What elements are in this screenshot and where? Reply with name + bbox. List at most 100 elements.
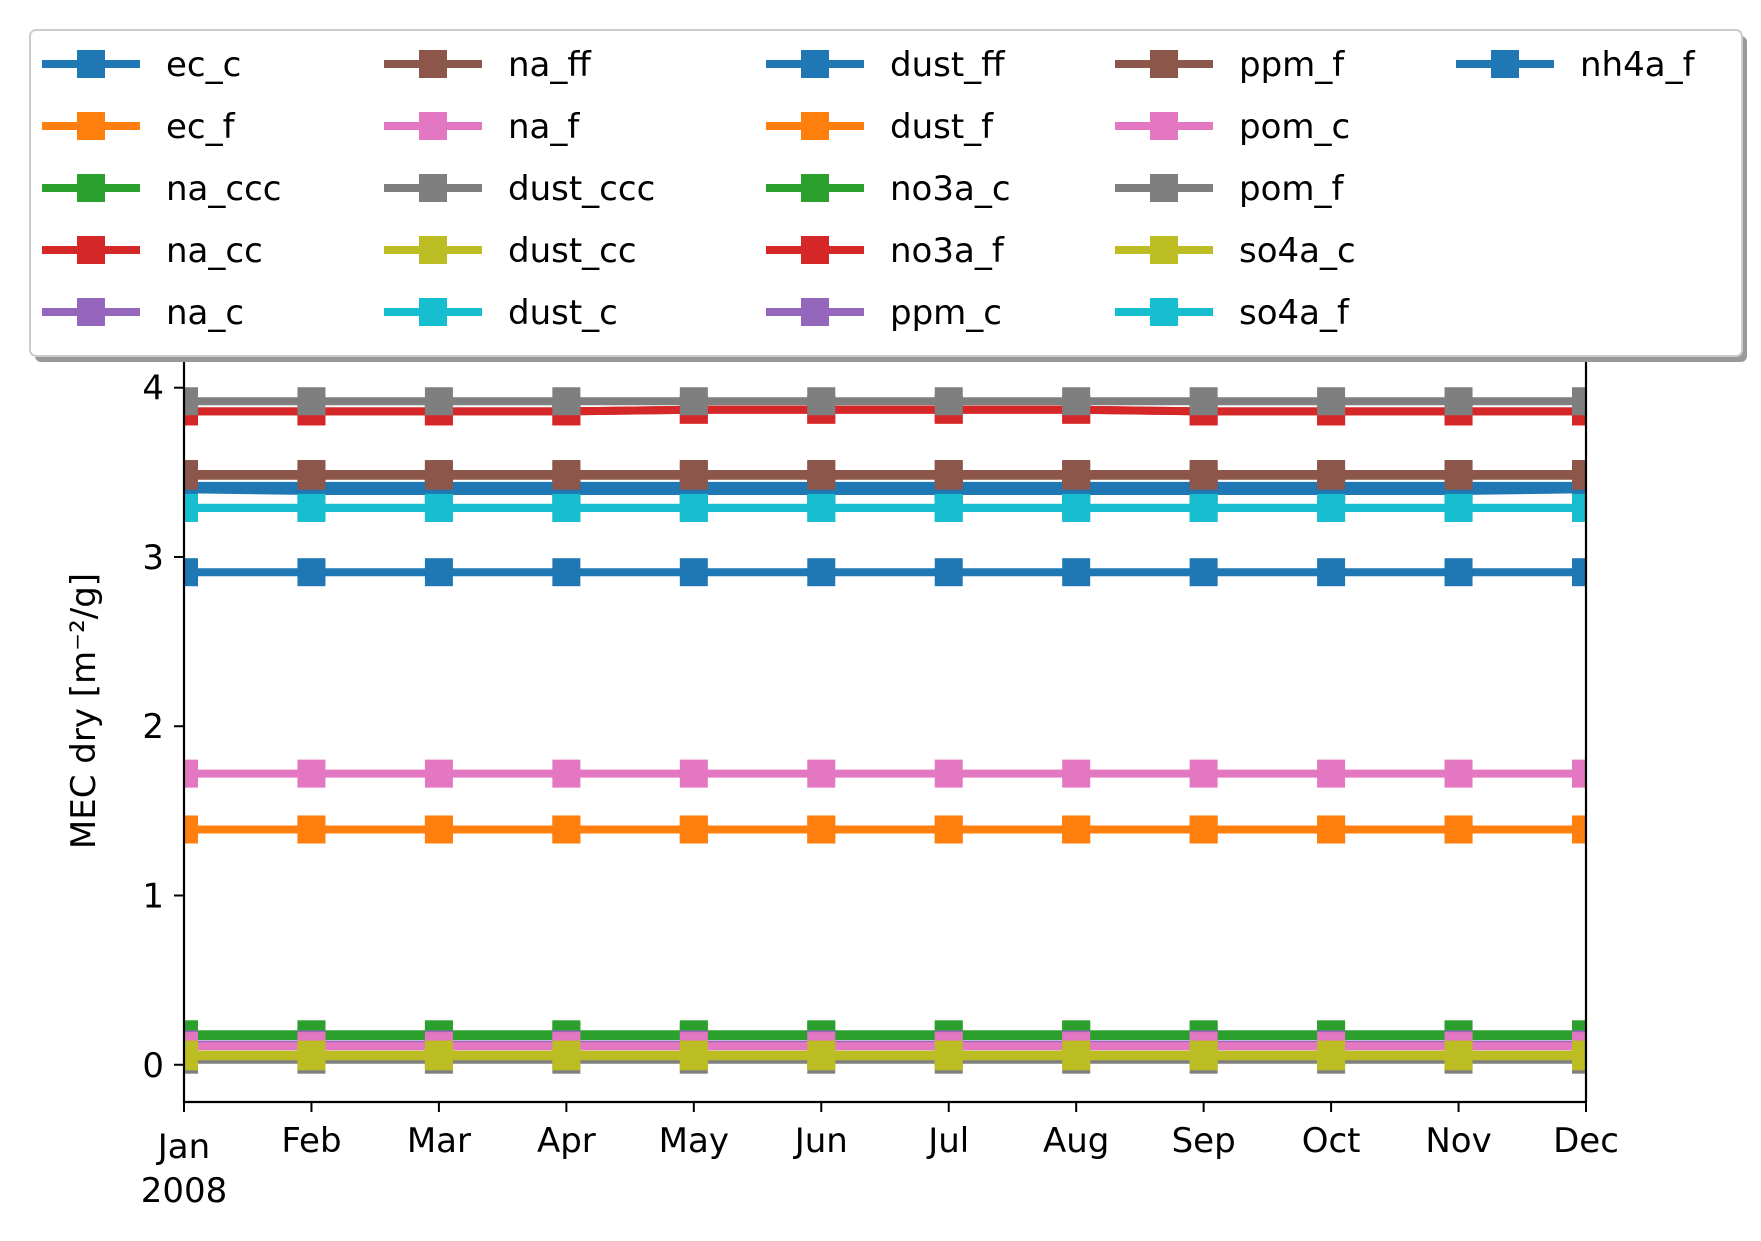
data-point-nh4a_f [1317, 558, 1346, 587]
data-point-nh4a_f [679, 558, 708, 587]
data-point-so4a_c [1317, 1040, 1346, 1069]
legend-item-dust_ff: dust_ff [766, 45, 1006, 85]
legend-label: na_ff [508, 45, 592, 85]
legend-swatch-marker [419, 112, 447, 140]
data-point-so4a_f [1189, 493, 1218, 522]
legend-item-na_ff: na_ff [384, 45, 592, 85]
legend-swatch-marker [419, 298, 447, 326]
x-tick-label: Oct [1302, 1121, 1361, 1161]
data-point-na_f [297, 759, 326, 788]
x-tick-label: Sep [1172, 1121, 1236, 1161]
data-point-dust_f [679, 815, 708, 844]
data-point-nh4a_f [1444, 558, 1473, 587]
legend-swatch-marker [77, 298, 105, 326]
data-point-nh4a_f [552, 558, 581, 587]
data-point-dust_f [552, 815, 581, 844]
y-axis-label: MEC dry [m⁻²/g] [64, 573, 104, 849]
legend-swatch-marker [77, 50, 105, 78]
data-point-so4a_c [807, 1040, 836, 1069]
series-layer [184, 387, 1586, 1074]
data-point-pom_f [807, 387, 836, 416]
data-point-so4a_f [1572, 493, 1586, 522]
legend-label: ec_f [166, 107, 236, 147]
series-line-dust_ff [184, 485, 1586, 495]
plot-background [184, 320, 1586, 1102]
legend-item-ppm_f: ppm_f [1115, 45, 1345, 85]
x-tick-label: Apr [537, 1121, 596, 1161]
axes-layer: 0 1 2 3 4 Jan Feb Mar Apr May Jun Jul Aug Sep Oct Nov De… [141, 320, 1619, 1211]
data-point-so4a_f [807, 493, 836, 522]
legend-swatch-marker [1150, 236, 1178, 264]
x-tick-label: Aug [1043, 1121, 1109, 1161]
legend-item-pom_c: pom_c [1115, 107, 1350, 147]
plot-area: 0 1 2 3 4 Jan Feb Mar Apr May Jun Jul Aug Sep Oct Nov De… [141, 320, 1619, 1211]
data-point-dust_f [1572, 815, 1586, 844]
x-tick-label: Mar [407, 1121, 471, 1161]
series-so4a_f [184, 493, 1586, 522]
legend-label: dust_ff [890, 45, 1006, 85]
y-tick-label: 1 [142, 876, 164, 916]
data-point-ppm_f [552, 461, 581, 490]
legend-label: dust_cc [508, 231, 637, 271]
data-point-so4a_f [934, 493, 963, 522]
series-dust_f [184, 815, 1586, 844]
legend-swatch-marker [1150, 174, 1178, 202]
legend-label: dust_f [890, 107, 994, 147]
data-point-ppm_f [1189, 461, 1218, 490]
legend-label: ppm_f [1239, 45, 1345, 85]
legend-label: ppm_c [890, 293, 1002, 333]
data-point-ppm_f [1444, 461, 1473, 490]
data-point-so4a_c [934, 1040, 963, 1069]
legend-label: dust_ccc [508, 169, 655, 209]
legend-label: so4a_c [1239, 231, 1356, 271]
data-point-so4a_f [1317, 493, 1346, 522]
data-point-nh4a_f [1062, 558, 1091, 587]
legend-label: na_f [508, 107, 580, 147]
series-pom_f [184, 387, 1586, 416]
data-point-so4a_f [424, 493, 453, 522]
data-point-nh4a_f [1189, 558, 1218, 587]
legend-label: na_c [166, 293, 244, 333]
data-point-pom_f [1062, 387, 1091, 416]
data-point-na_f [679, 759, 708, 788]
legend-item-nh4a_f: nh4a_f [1456, 45, 1696, 85]
data-point-na_f [1317, 759, 1346, 788]
x-tick-label: Jun [793, 1121, 848, 1161]
data-point-na_f [184, 759, 198, 788]
legend-item-so4a_c: so4a_c [1115, 231, 1356, 271]
legend-label: dust_c [508, 293, 618, 333]
legend-swatch-marker [1150, 112, 1178, 140]
legend-item-no3a_f: no3a_f [766, 231, 1005, 271]
legend-swatch-marker [77, 236, 105, 264]
legend-swatch-marker [801, 236, 829, 264]
legend-swatch-marker [419, 174, 447, 202]
legend-label: ec_c [166, 45, 241, 85]
data-point-dust_f [807, 815, 836, 844]
data-point-dust_f [934, 815, 963, 844]
y-tick-label: 3 [142, 538, 164, 578]
legend-swatch-marker [1150, 50, 1178, 78]
data-point-so4a_f [1444, 493, 1473, 522]
legend-swatch-marker [801, 174, 829, 202]
data-point-dust_f [424, 815, 453, 844]
data-point-so4a_c [424, 1040, 453, 1069]
legend-label: na_ccc [166, 169, 281, 209]
legend: ec_c ec_f na_ccc na_cc na_c na_ff na_f dust_ccc… [29, 29, 1747, 362]
legend-swatch-marker [77, 174, 105, 202]
data-point-na_f [934, 759, 963, 788]
data-point-pom_f [1444, 387, 1473, 416]
data-point-dust_f [1317, 815, 1346, 844]
legend-label: so4a_f [1239, 293, 1350, 333]
y-tick-label: 2 [142, 707, 164, 747]
data-point-na_f [552, 759, 581, 788]
data-point-na_f [1572, 759, 1586, 788]
data-point-pom_f [424, 387, 453, 416]
legend-item-ec_f: ec_f [42, 107, 236, 147]
legend-item-dust_f: dust_f [766, 107, 994, 147]
data-point-na_f [1444, 759, 1473, 788]
data-point-nh4a_f [297, 558, 326, 587]
series-nh4a_f [184, 558, 1586, 587]
data-point-so4a_c [1572, 1040, 1586, 1069]
series-ppm_f [184, 461, 1586, 490]
